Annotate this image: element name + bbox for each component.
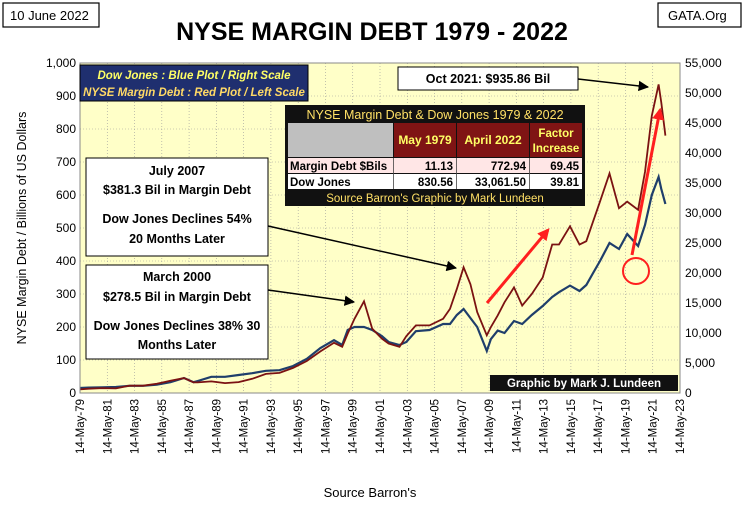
x-tick-label: 14-May-83 [130, 399, 142, 454]
comparison-table: NYSE Margin Debt & Dow Jones 1979 & 2022… [285, 105, 585, 206]
x-axis: 14-May-79 14-May-81 14-May-83 14-May-85 14-M… [75, 399, 687, 454]
x-tick-label: 14-May-15 [566, 399, 578, 454]
table-title: NYSE Margin Debt & Dow Jones 1979 & 2022 [306, 108, 563, 122]
left-tick-label: 300 [56, 287, 76, 301]
x-tick-label: 14-May-13 [539, 399, 551, 454]
mar2000-decline-2: Months Later [138, 338, 217, 352]
right-tick-label: 25,000 [685, 236, 722, 250]
right-axis: 0 5,000 10,000 15,000 20,000 25,000 30,000 35,0… [685, 56, 722, 400]
y-axis-title: NYSE Margin Debt / Billions of US Dollar… [15, 112, 29, 345]
jul2007-decline-2: 20 Months Later [129, 232, 225, 246]
left-tick-label: 800 [56, 122, 76, 136]
x-tick-label: 14-May-85 [157, 399, 169, 454]
right-tick-label: 45,000 [685, 116, 722, 130]
left-tick-label: 900 [56, 89, 76, 103]
right-tick-label: 50,000 [685, 86, 722, 100]
table-col3-header-2: Increase [533, 143, 580, 155]
table-row1-v3: 69.45 [550, 161, 579, 173]
left-tick-label: 1,000 [46, 56, 76, 70]
legend-dow: Dow Jones : Blue Plot / Right Scale [98, 70, 292, 82]
table-col2-header: April 2022 [464, 133, 522, 147]
right-tick-label: 0 [685, 386, 692, 400]
right-tick-label: 35,000 [685, 176, 722, 190]
date-label: 10 June 2022 [10, 8, 89, 23]
chart-title: NYSE MARGIN DEBT 1979 - 2022 [176, 18, 568, 46]
mar2000-title: March 2000 [143, 270, 211, 284]
left-tick-label: 400 [56, 254, 76, 268]
peak-callout: Oct 2021: $935.86 Bil [426, 72, 550, 86]
mar2000-decline-1: Dow Jones Declines 38% 30 [94, 319, 261, 333]
source-box [657, 2, 742, 28]
x-tick-label: 14-May-05 [430, 399, 442, 454]
table-row2-label: Dow Jones [290, 177, 351, 189]
margin-series-line [79, 84, 667, 391]
x-tick-label: 14-May-23 [675, 399, 687, 454]
left-tick-label: 500 [56, 221, 76, 235]
right-tick-label: 5,000 [685, 356, 715, 370]
plot-frame [79, 62, 681, 394]
mar2000-amount: $278.5 Bil in Margin Debt [103, 290, 252, 304]
credit-box [490, 375, 678, 391]
x-tick-label: 14-May-19 [620, 399, 632, 454]
dow-series-line [79, 173, 667, 390]
jul2007-arrow [267, 225, 458, 272]
left-axis: 0 100 200 300 400 500 600 700 800 900 1,000 [46, 56, 76, 400]
table-source: Source Barron's Graphic by Mark Lundeen [326, 193, 544, 205]
red-trend-arrow-1 [485, 228, 550, 304]
x-axis-title: Source Barron's [324, 485, 417, 500]
x-tick-label: 14-May-87 [184, 399, 196, 454]
credit-label: Graphic by Mark J. Lundeen [507, 378, 661, 390]
mar2000-arrow [267, 289, 356, 306]
left-tick-label: 200 [56, 320, 76, 334]
table-col1-header: May 1979 [398, 133, 452, 147]
right-tick-label: 30,000 [685, 206, 722, 220]
left-tick-label: 0 [69, 386, 76, 400]
mar2000-callout-box [85, 264, 269, 360]
jul2007-title: July 2007 [149, 164, 205, 178]
x-tick-label: 14-May-17 [593, 399, 605, 454]
x-tick-label: 14-May-99 [348, 399, 360, 454]
left-tick-label: 100 [56, 353, 76, 367]
x-tick-label: 14-May-11 [511, 399, 523, 453]
jul2007-callout-box [85, 157, 269, 257]
table-row2-v2: 33,061.50 [475, 177, 526, 189]
right-tick-label: 15,000 [685, 296, 722, 310]
source-label: GATA.Org [668, 8, 727, 23]
x-tick-label: 14-May-09 [484, 399, 496, 454]
table-row2-v1: 830.56 [418, 177, 453, 189]
x-tick-label: 14-May-21 [648, 399, 660, 454]
x-tick-label: 14-May-79 [75, 399, 87, 454]
x-tick-label: 14-May-07 [457, 399, 469, 454]
x-tick-label: 14-May-03 [402, 399, 414, 454]
peak-arrow [577, 78, 650, 92]
jul2007-decline-1: Dow Jones Declines 54% [102, 212, 251, 226]
x-tick-label: 14-May-97 [320, 399, 332, 454]
x-tick-label: 14-May-91 [239, 399, 251, 454]
left-tick-label: 600 [56, 188, 76, 202]
peak-callout-box [397, 66, 579, 91]
x-tick-label: 14-May-81 [102, 399, 114, 454]
table-row1-v1: 11.13 [425, 161, 453, 173]
right-tick-label: 55,000 [685, 56, 722, 70]
date-box [2, 2, 100, 28]
left-tick-label: 700 [56, 155, 76, 169]
legend-margin: NYSE Margin Debt : Red Plot / Left Scale [83, 87, 305, 99]
covid-low-circle [622, 257, 650, 285]
right-tick-label: 10,000 [685, 326, 722, 340]
legend-box [79, 64, 309, 102]
table-row2-v3: 39.81 [550, 177, 579, 189]
x-tick-label: 14-May-93 [266, 399, 278, 454]
x-tick-label: 14-May-01 [375, 399, 387, 454]
jul2007-amount: $381.3 Bil in Margin Debt [103, 183, 252, 197]
table-col3-header-1: Factor [538, 128, 574, 140]
red-trend-arrow-2 [630, 107, 665, 256]
x-tick-label: 14-May-95 [293, 399, 305, 454]
right-tick-label: 20,000 [685, 266, 722, 280]
table-row1-label: Margin Debt $Bils [290, 161, 387, 173]
table-row1-v2: 772.94 [491, 161, 527, 173]
right-tick-label: 40,000 [685, 146, 722, 160]
x-tick-label: 14-May-89 [211, 399, 223, 454]
